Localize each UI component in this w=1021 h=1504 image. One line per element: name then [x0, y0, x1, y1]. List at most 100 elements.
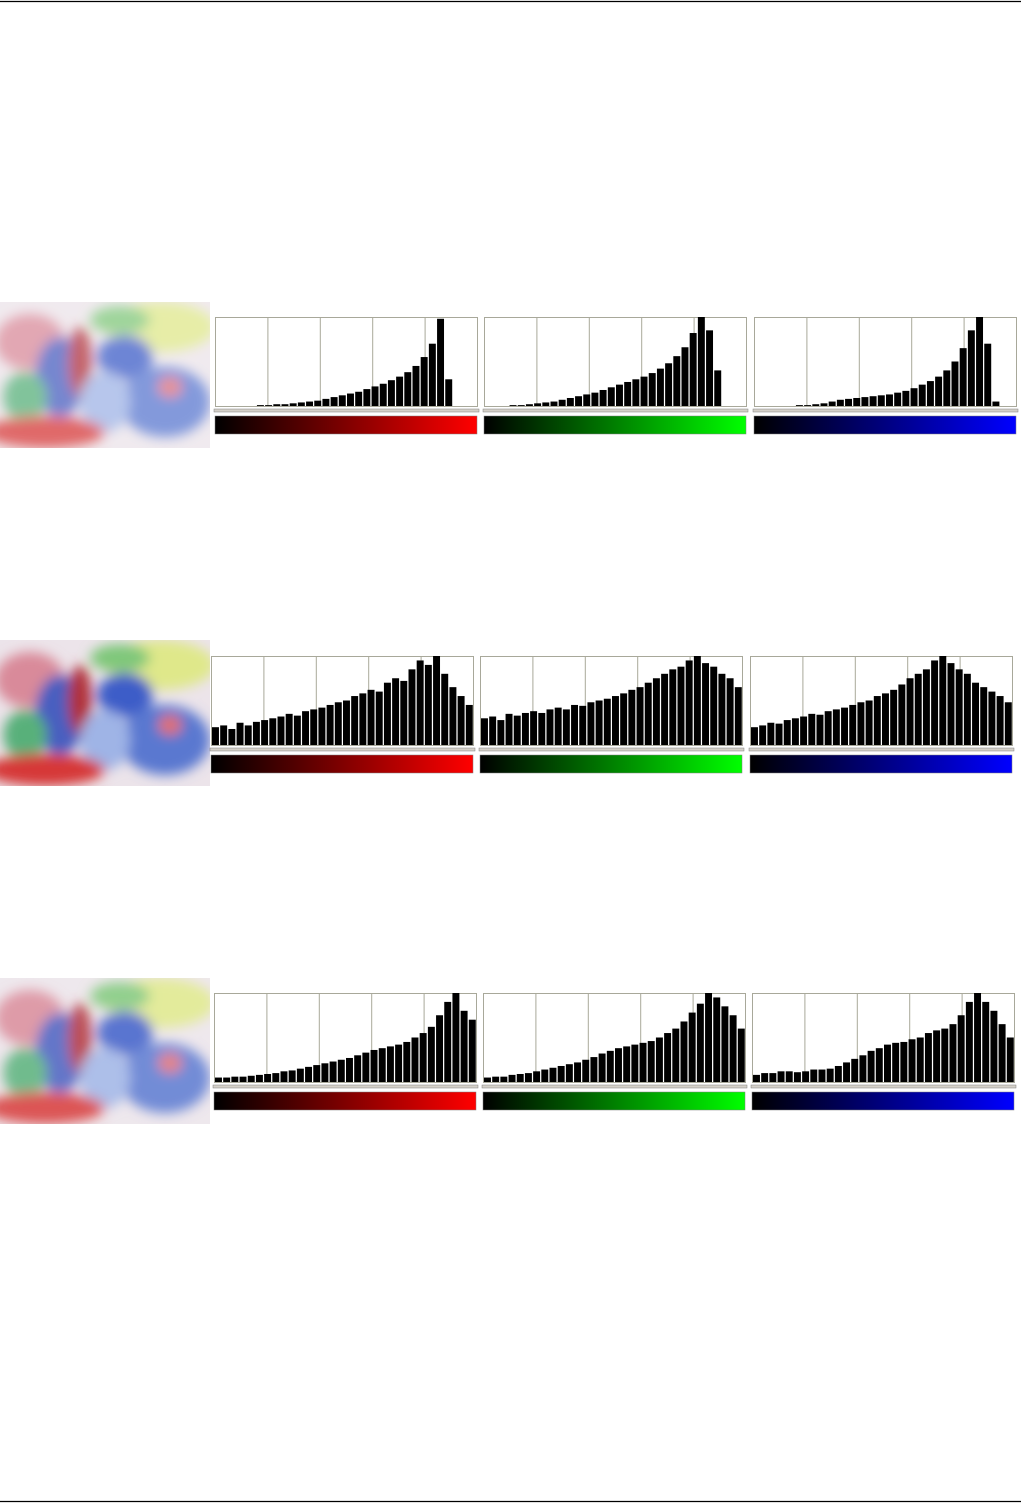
separator: [750, 1084, 1017, 1089]
histogram-bar: [607, 387, 615, 406]
histogram-bar: [1004, 702, 1012, 745]
histogram-bar: [231, 1076, 239, 1082]
histogram-bar: [420, 357, 428, 406]
histogram-bar: [705, 993, 713, 1082]
histogram-bar: [269, 718, 277, 745]
histogram-bar: [632, 379, 640, 406]
histogram-bar: [598, 1053, 606, 1082]
histogram-bar: [326, 704, 334, 745]
histogram-bar: [818, 1069, 826, 1082]
histogram-bar: [285, 713, 293, 745]
histogram-bar: [403, 1041, 411, 1082]
separator: [481, 1084, 748, 1089]
histogram-bar: [843, 1062, 851, 1082]
histogram-bar: [255, 1074, 263, 1082]
histogram-bar: [804, 405, 812, 406]
histogram-bar: [620, 693, 628, 745]
histogram-bar: [655, 1037, 663, 1082]
histogram-bar: [264, 1073, 272, 1082]
histogram-bar: [875, 1048, 883, 1082]
histogram-bar: [223, 1077, 231, 1082]
histogram-bar: [355, 391, 363, 406]
histogram-bar: [272, 1073, 280, 1082]
histogram-bar: [869, 396, 877, 406]
histogram-bar: [433, 656, 441, 745]
histogram-bar: [652, 678, 660, 745]
histogram-bar: [310, 709, 318, 745]
histogram-bar: [239, 1076, 247, 1082]
histogram-bar: [525, 404, 533, 406]
histogram-bar: [386, 1046, 394, 1082]
histogram-bar: [322, 398, 330, 406]
histogram-bar: [513, 715, 521, 745]
histogram-bar: [984, 343, 992, 406]
histogram-bar: [542, 402, 550, 406]
histogram-bar: [721, 1006, 729, 1082]
histogram-bar: [955, 669, 963, 745]
histogram-bar: [500, 1076, 508, 1082]
histogram-bar: [533, 1071, 541, 1082]
histogram-bar: [378, 1048, 386, 1082]
histogram-bar: [810, 1069, 818, 1082]
histogram-bar: [681, 347, 689, 406]
histogram-bar: [247, 1075, 255, 1082]
histogram-bar: [424, 664, 432, 745]
histogram-bar: [914, 673, 922, 745]
histogram-bar: [244, 725, 252, 745]
histogram-bar: [943, 370, 951, 406]
histogram-bar: [554, 707, 562, 745]
histogram-bar: [530, 711, 538, 745]
histogram-bar: [534, 403, 542, 406]
histogram-bar: [963, 673, 971, 745]
histogram-bar: [362, 1052, 370, 1082]
histogram-bar: [965, 1001, 973, 1082]
separator: [748, 747, 1015, 752]
histogram-bar: [379, 383, 387, 406]
histogram-bar: [256, 405, 264, 406]
histogram-bar: [428, 343, 436, 406]
histogram-bar: [265, 405, 273, 406]
histogram-bar: [411, 1037, 419, 1082]
histogram-bar: [673, 356, 681, 406]
histogram-bar: [974, 993, 982, 1082]
histogram-bar: [318, 707, 326, 745]
histogram-bar: [734, 687, 742, 745]
histogram-bar: [546, 709, 554, 745]
histogram-bar: [783, 720, 791, 745]
histogram-bar: [582, 1059, 590, 1082]
histogram-bar: [492, 1076, 500, 1082]
histogram-bar: [460, 1010, 468, 1082]
histogram-bar: [306, 401, 314, 406]
histogram-bar: [236, 722, 244, 745]
histogram-bar: [396, 376, 404, 406]
histogram-bar: [957, 1015, 965, 1082]
histogram-bar: [505, 713, 513, 745]
histogram-bar: [693, 656, 701, 745]
histogram-bar: [992, 401, 1000, 406]
histogram-bar: [737, 1028, 745, 1082]
histogram-bar: [412, 365, 420, 406]
histogram-bar: [337, 1059, 345, 1082]
histogram-bar: [277, 716, 285, 745]
histogram-bar: [900, 1041, 908, 1082]
histogram-bar: [517, 405, 525, 406]
histogram-bar: [363, 389, 371, 406]
separator: [478, 747, 745, 752]
histogram-bar: [343, 700, 350, 745]
histogram-bar: [616, 384, 623, 406]
histogram-bar: [591, 392, 599, 406]
histogram-bar: [834, 1065, 842, 1082]
histogram-bar: [664, 1033, 672, 1082]
histogram-bar: [628, 689, 636, 745]
color-ramp: [482, 1091, 746, 1111]
separator: [212, 1084, 479, 1089]
histogram-bar: [549, 1067, 557, 1082]
histogram-bar: [665, 363, 673, 406]
histogram-bar: [302, 711, 310, 745]
color-ramp: [479, 754, 743, 774]
histogram-bar: [583, 394, 591, 406]
histogram-bar: [910, 388, 918, 406]
histogram-bar: [631, 1044, 639, 1082]
